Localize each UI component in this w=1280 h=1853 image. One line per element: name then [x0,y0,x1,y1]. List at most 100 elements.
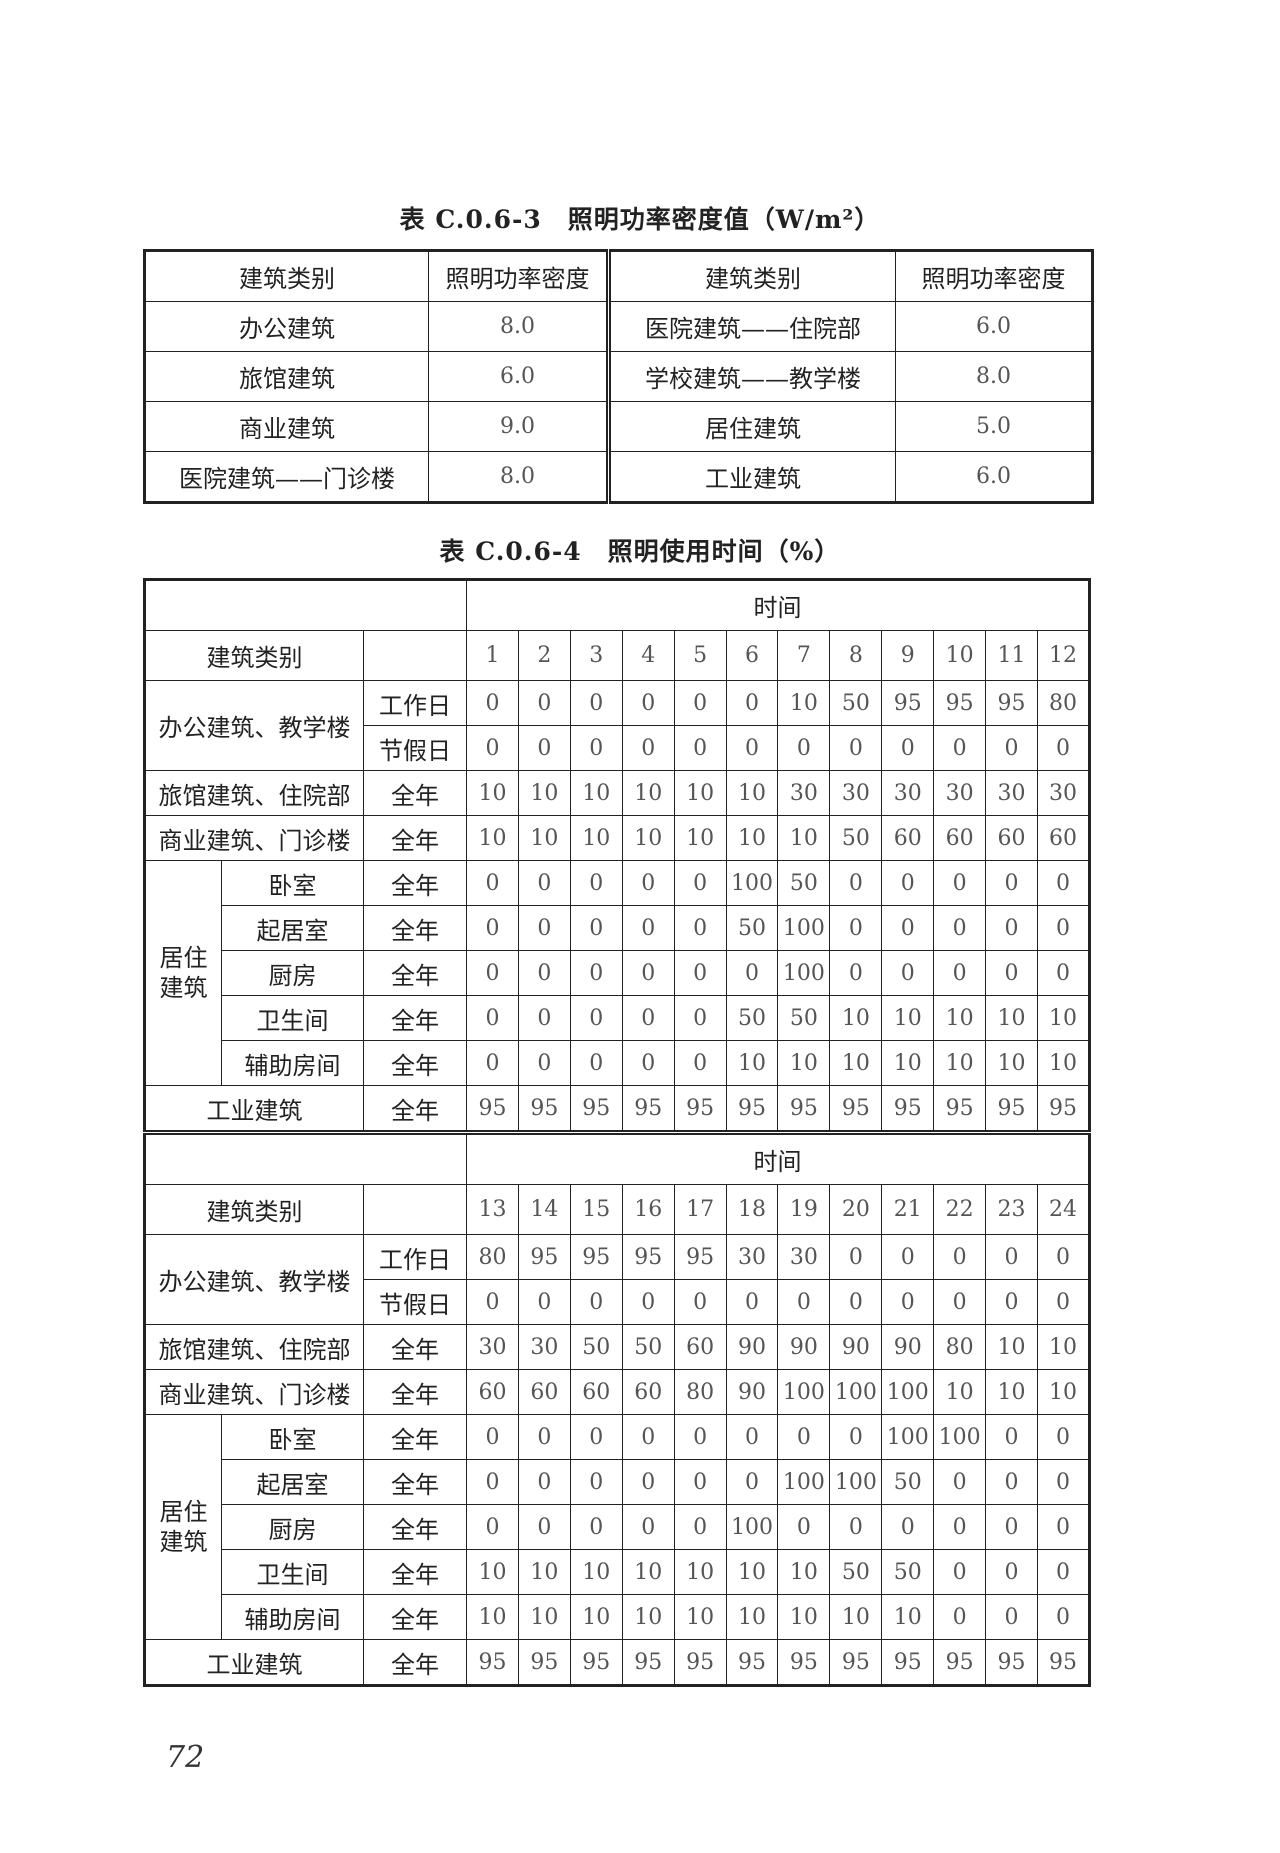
column-header: 照明功率密度 [895,250,1093,302]
usage-value: 0 [777,1414,831,1460]
usage-value: 95 [985,1639,1038,1686]
usage-value: 10 [1037,995,1090,1041]
usage-value: 10 [985,1369,1038,1415]
usage-value: 0 [621,680,675,726]
table-row: 居住 建筑 卧室 全年 0 0 0 0 0 100 50 0 0 0 0 0 [144,860,1090,1086]
usage-value: 10 [881,1040,935,1086]
usage-value: 95 [985,1085,1038,1133]
hours-block: 时间 建筑类别 13 14 15 16 17 18 19 20 21 22 23 24 办公建筑、教学楼 工作… [143,1130,1090,1686]
usage-value: 10 [933,1040,987,1086]
table-row: 工业建筑 全年 95 95 95 95 95 95 95 95 95 95 95 95 [144,1085,1090,1133]
usage-value: 30 [517,1324,571,1370]
usage-value: 95 [829,1085,883,1133]
usage-value: 80 [1037,680,1090,726]
usage-value: 0 [621,950,675,996]
usage-value: 0 [569,1459,623,1505]
table-row: 办公建筑 8.0 医院建筑——住院部 6.0 [144,301,1093,352]
usage-value: 0 [621,1040,675,1086]
day-type: 节假日 [362,725,468,771]
usage-value: 0 [673,905,727,951]
usage-value: 95 [933,1639,987,1686]
hour-header: 17 [673,1184,727,1235]
usage-value: 95 [1037,1085,1090,1133]
hour-header: 15 [569,1184,623,1235]
usage-value: 0 [933,1279,987,1325]
hour-header: 24 [1037,1184,1090,1235]
usage-value: 10 [777,1549,831,1595]
usage-value: 0 [517,1414,571,1460]
table-row: 旅馆建筑、住院部 全年 30 30 50 50 60 90 90 90 90 80 10 10 [144,1324,1090,1370]
usage-value: 0 [1037,1459,1090,1505]
usage-value: 10 [673,1549,727,1595]
density-value: 5.0 [895,401,1093,452]
usage-value: 50 [829,680,883,726]
usage-value: 10 [466,1549,519,1595]
usage-value: 0 [881,1279,935,1325]
density-value: 6.0 [895,301,1093,352]
usage-value: 10 [1037,1324,1090,1370]
usage-value: 0 [517,905,571,951]
usage-value: 0 [466,725,519,771]
usage-value: 90 [881,1324,935,1370]
table-row: 办公建筑、教学楼 工作日 0 0 0 0 0 0 10 50 95 95 95 80 [144,680,1090,771]
usage-value: 50 [725,995,779,1041]
usage-value: 0 [621,725,675,771]
table-row: 节假日 0 0 0 0 0 0 0 0 0 0 0 0 [145,725,1090,771]
hour-header: 13 [466,1184,519,1235]
usage-value: 0 [881,950,935,996]
usage-value: 0 [673,1040,727,1086]
building-type: 旅馆建筑、住院部 [144,1324,364,1370]
usage-value: 100 [725,1504,779,1550]
table1-header-row: 建筑类别 照明功率密度 建筑类别 照明功率密度 [144,250,1093,302]
usage-value: 30 [933,770,987,816]
usage-value: 0 [829,950,883,996]
building-type: 旅馆建筑 [144,351,429,402]
usage-value: 10 [933,995,987,1041]
hour-header: 1 [466,630,519,681]
usage-value: 10 [621,1549,675,1595]
usage-value: 10 [517,1594,571,1640]
usage-value: 0 [777,725,831,771]
usage-value: 30 [1037,770,1090,816]
usage-value: 0 [881,905,935,951]
period: 全年 [362,815,468,861]
usage-value: 50 [725,905,779,951]
usage-value: 50 [829,1549,883,1595]
column-header: 照明功率密度 [428,250,609,302]
usage-value: 10 [673,1594,727,1640]
usage-value: 100 [829,1369,883,1415]
usage-value: 10 [1037,1040,1090,1086]
building-type: 居住建筑 [144,1414,222,1640]
usage-value: 60 [621,1369,675,1415]
usage-value: 100 [777,1459,831,1505]
usage-value: 0 [621,1414,675,1460]
usage-value: 10 [777,1040,831,1086]
usage-value: 10 [517,815,571,861]
usage-value: 0 [1037,1549,1090,1595]
usage-value: 50 [777,995,831,1041]
table-row: 辅助房间 全年 0 0 0 0 0 10 10 10 10 10 10 10 [145,1040,1090,1086]
usage-value: 0 [673,680,727,726]
usage-value: 95 [829,1639,883,1686]
usage-value: 60 [1037,815,1090,861]
usage-value: 0 [569,995,623,1041]
usage-value: 0 [985,1504,1038,1550]
hour-header: 5 [673,630,727,681]
hour-header: 22 [933,1184,987,1235]
usage-value: 10 [569,770,623,816]
usage-value: 30 [777,1234,831,1280]
usage-value: 0 [466,1414,519,1460]
room-type: 辅助房间 [221,1594,364,1640]
building-type: 商业建筑 [144,401,429,452]
usage-value: 0 [933,1459,987,1505]
room-type: 卫生间 [221,1549,364,1595]
empty-corner [143,579,468,631]
room-type: 起居室 [221,905,364,951]
room-type: 厨房 [221,1504,364,1550]
usage-value: 60 [517,1369,571,1415]
usage-value: 30 [777,770,831,816]
density-value: 8.0 [428,301,609,352]
table-row: 工业建筑 全年 95 95 95 95 95 95 95 95 95 95 95 95 [144,1639,1090,1686]
table-row: 节假日 0 0 0 0 0 0 0 0 0 0 0 0 [145,1279,1090,1325]
room-type: 卧室 [221,860,364,906]
